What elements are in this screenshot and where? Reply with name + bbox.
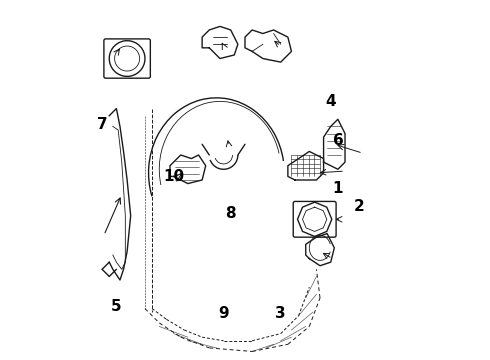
Text: 9: 9 — [218, 306, 229, 321]
Text: 4: 4 — [325, 94, 336, 109]
Text: 1: 1 — [333, 181, 343, 197]
Text: 8: 8 — [225, 206, 236, 221]
Text: 5: 5 — [111, 299, 122, 314]
Text: 3: 3 — [275, 306, 286, 321]
Text: 7: 7 — [97, 117, 107, 132]
Text: 6: 6 — [333, 133, 343, 148]
Text: 10: 10 — [163, 169, 184, 184]
Text: 2: 2 — [354, 199, 365, 214]
